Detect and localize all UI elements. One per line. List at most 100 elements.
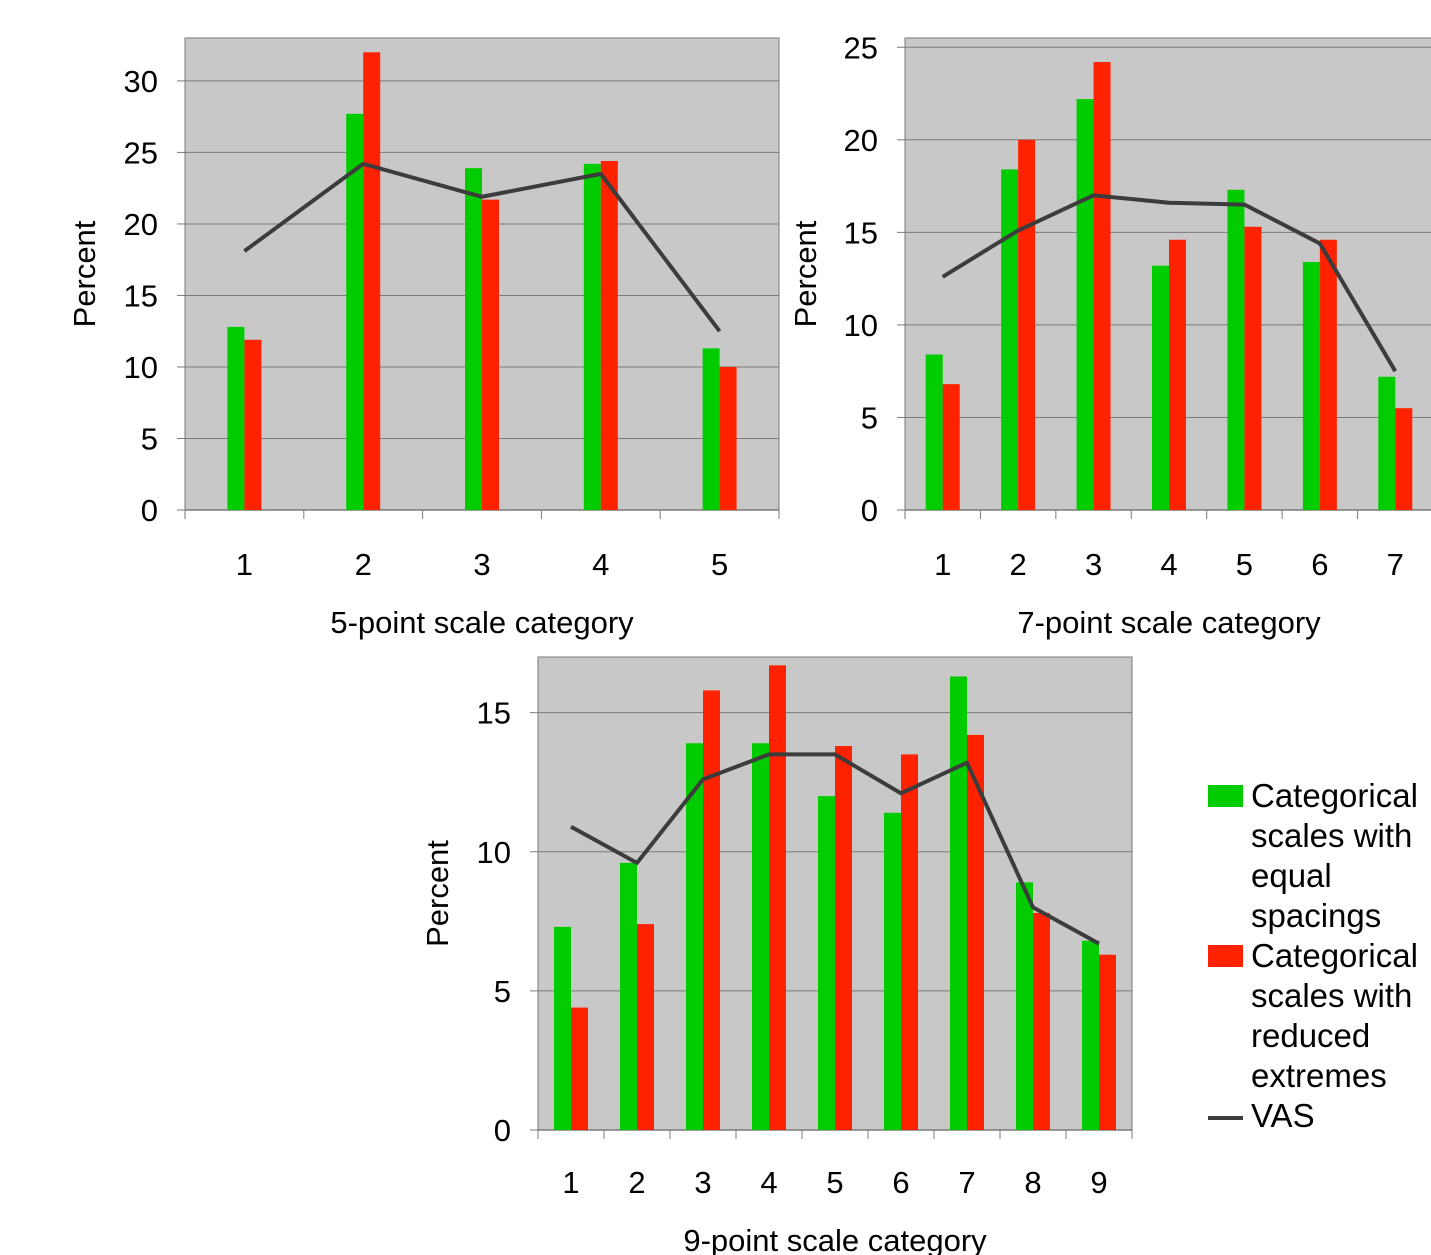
bar-reduced-extremes (1033, 912, 1050, 1130)
bar-reduced-extremes (244, 339, 262, 510)
bar-equal-spacings (884, 812, 901, 1130)
bar-reduced-extremes (1093, 62, 1111, 510)
bar-reduced-extremes (942, 384, 960, 510)
y-axis-title: Percent (67, 220, 102, 327)
y-tick-label: 10 (477, 835, 511, 870)
bar-reduced-extremes (967, 734, 984, 1130)
x-tick-label: 5 (711, 547, 728, 582)
legend-line-vas (1208, 1116, 1243, 1120)
bar-equal-spacings (1001, 169, 1019, 510)
y-tick-label: 5 (861, 400, 878, 435)
bar-equal-spacings (950, 676, 967, 1130)
y-tick-label: 10 (844, 308, 878, 343)
chart-2: 0 5 10 15 20 25 1 2 3 4 5 6 7 7-point scale category P… (788, 30, 1431, 640)
legend-item-equal-spacings: Categorical scales with equal spacings (1208, 776, 1431, 936)
y-tick-label: 30 (124, 64, 158, 99)
legend: Categorical scales with equal spacings C… (1208, 776, 1431, 1136)
bar-equal-spacings (686, 743, 703, 1130)
x-tick-label: 6 (1311, 547, 1328, 582)
bar-equal-spacings (227, 326, 245, 510)
bar-reduced-extremes (1244, 226, 1262, 511)
y-tick-label: 0 (494, 1113, 511, 1148)
x-axis-title: 9-point scale category (683, 1223, 987, 1255)
legend-label: Categorical scales with reduced extremes (1251, 937, 1418, 1094)
bar-reduced-extremes (1395, 408, 1413, 510)
bar-reduced-extremes (835, 746, 852, 1130)
x-axis-title: 7-point scale category (1017, 605, 1321, 640)
y-tick-label: 25 (844, 30, 878, 65)
bar-reduced-extremes (1018, 139, 1036, 510)
bar-reduced-extremes (1319, 239, 1337, 510)
x-tick-label: 7 (958, 1165, 975, 1200)
chart-3: 0 5 10 15 1 2 3 4 5 6 7 8 9 9-point scale category Per… (420, 656, 1133, 1255)
y-tick-label: 15 (477, 696, 511, 731)
bar-equal-spacings (620, 862, 637, 1130)
bar-equal-spacings (554, 926, 571, 1130)
y-axis-title: Percent (420, 840, 455, 947)
bar-reduced-extremes (703, 690, 720, 1130)
y-tick-label: 5 (494, 974, 511, 1009)
x-tick-label: 8 (1024, 1165, 1041, 1200)
bar-equal-spacings (1152, 265, 1169, 510)
y-tick-label: 5 (141, 421, 158, 456)
x-tick-label: 1 (236, 547, 253, 582)
bar-reduced-extremes (1099, 954, 1116, 1130)
legend-swatch-red (1208, 945, 1243, 967)
y-tick-label: 10 (124, 350, 158, 385)
x-tick-label: 1 (934, 547, 951, 582)
x-axis-title: 5-point scale category (330, 605, 634, 640)
bar-reduced-extremes (363, 52, 381, 510)
bar-equal-spacings (346, 113, 364, 510)
x-tick-label: 2 (355, 547, 372, 582)
x-tick-label: 6 (892, 1165, 909, 1200)
bar-equal-spacings (925, 354, 943, 510)
y-tick-label: 0 (861, 493, 878, 528)
bar-equal-spacings (583, 163, 601, 510)
bar-equal-spacings (1016, 882, 1033, 1130)
bar-equal-spacings (1227, 189, 1245, 510)
x-tick-label: 1 (562, 1165, 579, 1200)
bar-equal-spacings (1378, 376, 1396, 510)
legend-label: Categorical scales with equal spacings (1251, 777, 1418, 934)
x-tick-label: 3 (694, 1165, 711, 1200)
y-tick-label: 15 (844, 215, 878, 250)
vas-line (570, 752, 1100, 946)
bar-reduced-extremes (600, 161, 618, 511)
bar-reduced-extremes (719, 366, 737, 510)
legend-item-vas: VAS (1208, 1096, 1431, 1136)
bar-equal-spacings (1082, 940, 1099, 1130)
bar-reduced-extremes (769, 665, 786, 1130)
y-tick-label: 20 (124, 207, 158, 242)
x-tick-label: 9 (1090, 1165, 1107, 1200)
vas-line (243, 161, 722, 333)
legend-item-reduced-extremes: Categorical scales with reduced extremes (1208, 936, 1431, 1096)
legend-swatch-green (1208, 785, 1243, 807)
bar-reduced-extremes (637, 924, 654, 1130)
x-tick-label: 4 (592, 547, 609, 582)
x-tick-label: 3 (1085, 547, 1102, 582)
x-tick-label: 3 (473, 547, 490, 582)
x-tick-label: 5 (826, 1165, 843, 1200)
y-tick-label: 15 (124, 278, 158, 313)
bar-equal-spacings (1302, 261, 1320, 510)
bar-equal-spacings (465, 168, 482, 510)
bar-reduced-extremes (571, 1007, 588, 1130)
bar-equal-spacings (1076, 99, 1094, 511)
bar-equal-spacings (818, 796, 835, 1130)
legend-label: VAS (1251, 1097, 1315, 1134)
y-tick-label: 20 (844, 123, 878, 158)
x-tick-label: 7 (1387, 547, 1404, 582)
y-axis-title: Percent (788, 220, 823, 327)
y-tick-label: 0 (141, 493, 158, 528)
x-tick-label: 2 (1010, 547, 1027, 582)
x-tick-label: 5 (1236, 547, 1253, 582)
bar-equal-spacings (752, 743, 769, 1130)
bar-reduced-extremes (901, 754, 918, 1130)
chart-1: 0 5 10 15 20 25 30 1 2 3 4 5 5-point scale category P… (67, 37, 780, 640)
x-tick-label: 4 (1160, 547, 1177, 582)
bar-reduced-extremes (482, 199, 499, 510)
x-tick-label: 4 (760, 1165, 777, 1200)
bar-reduced-extremes (1169, 239, 1186, 510)
vas-line (941, 193, 1398, 373)
